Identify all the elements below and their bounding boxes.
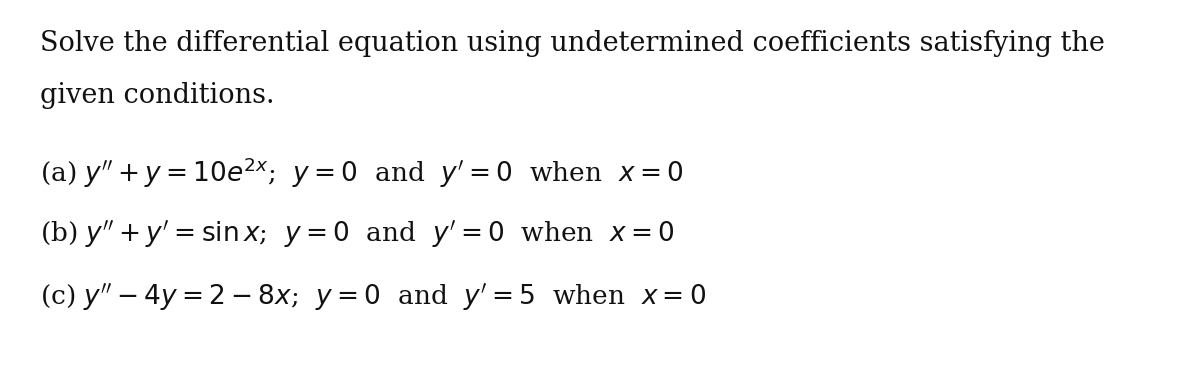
Text: given conditions.: given conditions. [40,82,275,109]
Text: (b) $y'' + y' = \sin x$;  $y = 0$  and  $y' = 0$  when  $x = 0$: (b) $y'' + y' = \sin x$; $y = 0$ and $y'… [40,218,674,250]
Text: (a) $y'' + y = 10e^{2x}$;  $y = 0$  and  $y' = 0$  when  $x = 0$: (a) $y'' + y = 10e^{2x}$; $y = 0$ and $y… [40,155,683,190]
Text: Solve the differential equation using undetermined coefficients satisfying the: Solve the differential equation using un… [40,30,1105,57]
Text: (c) $y'' - 4y = 2 - 8x$;  $y = 0$  and  $y' = 5$  when  $x = 0$: (c) $y'' - 4y = 2 - 8x$; $y = 0$ and $y'… [40,281,707,313]
